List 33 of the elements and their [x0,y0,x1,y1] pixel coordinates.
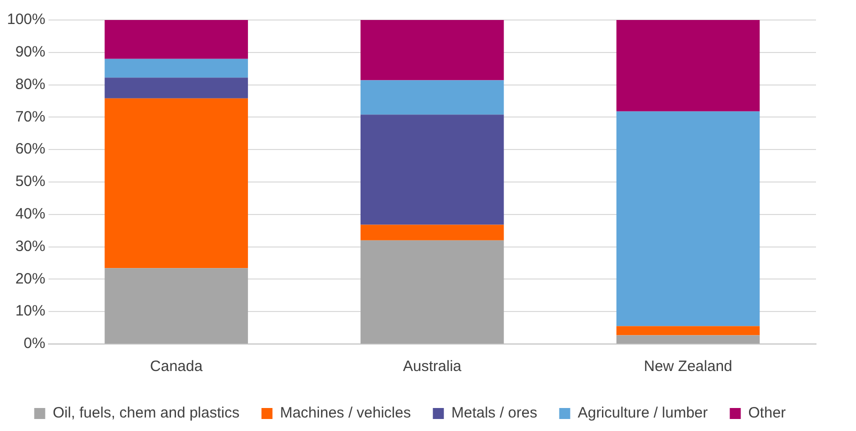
legend-label: Other [748,404,786,422]
y-tick-label: 80% [15,76,46,93]
y-tick-label: 0% [24,335,46,352]
bar [104,268,248,344]
x-tick-label: New Zealand [644,358,732,376]
bar [616,335,760,344]
bar [104,58,248,78]
y-tick-label: 10% [15,302,46,320]
x-tick-label: Canada [150,358,204,376]
y-tick-label: 90% [15,44,46,61]
bar [360,114,504,225]
y-tick-label: 60% [15,140,46,158]
bar [360,224,504,240]
y-tick-label: 50% [15,173,46,190]
y-tick-label: 30% [15,238,46,255]
legend-label: Agriculture / lumber [578,404,708,422]
bar [616,326,760,336]
bar [616,20,760,112]
legend-label: Machines / vehicles [280,404,411,422]
bar [104,98,248,268]
y-tick-label: 20% [15,270,46,288]
bar [616,111,760,326]
bar [360,80,504,115]
bar [104,78,248,98]
bar [360,20,504,80]
legend-label: Metals / ores [451,404,538,422]
bar [104,20,248,59]
bar [360,240,504,344]
legend-label: Oil, fuels, chem and plastics [52,404,240,422]
x-tick-label: Australia [403,358,462,376]
y-tick-label: 70% [15,108,46,126]
y-tick-label: 100% [6,11,46,28]
y-tick-label: 40% [15,206,46,223]
